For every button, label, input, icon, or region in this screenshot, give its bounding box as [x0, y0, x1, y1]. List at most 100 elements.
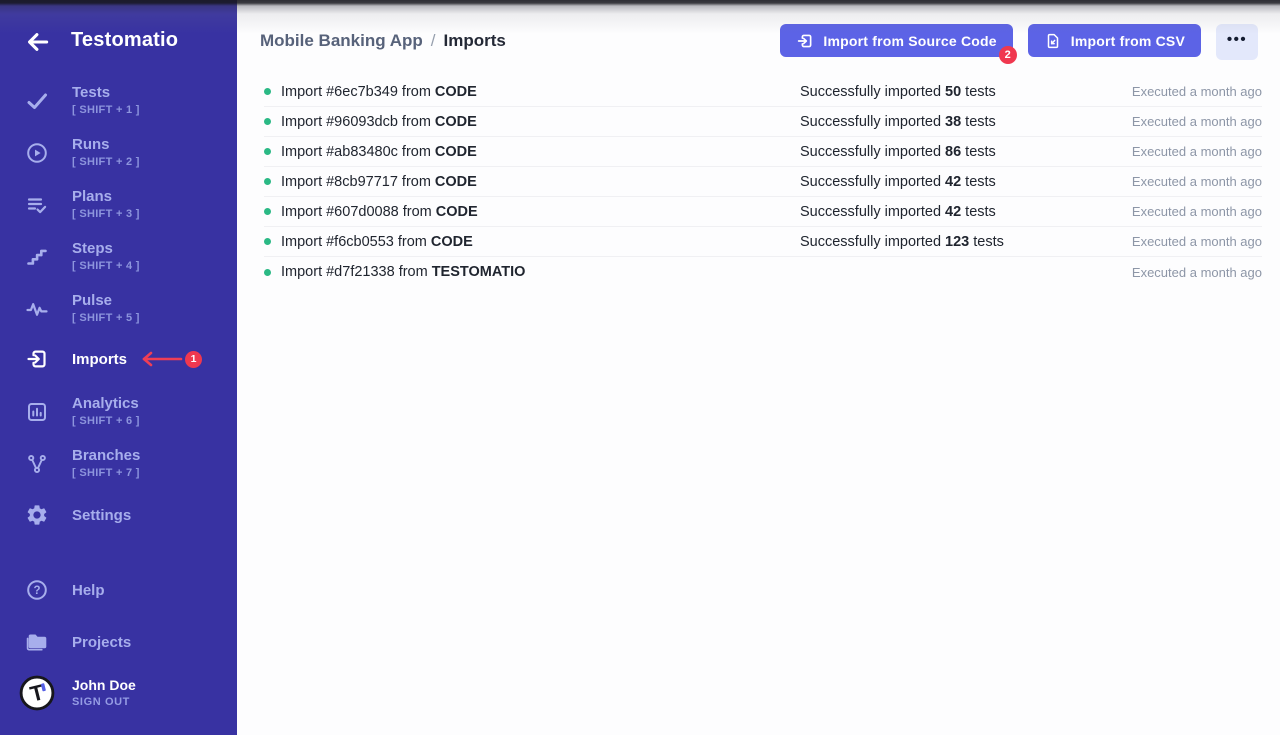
executed-time: Executed a month ago — [1131, 114, 1262, 129]
import-from-csv-button[interactable]: Import from CSV — [1027, 24, 1201, 57]
breadcrumb-project-link[interactable]: Mobile Banking App — [260, 31, 423, 50]
sidebar-item-projects[interactable]: Projects — [0, 629, 237, 655]
sidebar-item-tests[interactable]: Tests [ SHIFT + 1 ] — [0, 81, 237, 121]
sidebar-item-runs[interactable]: Runs [ SHIFT + 2 ] — [0, 133, 237, 173]
import-box-icon — [796, 32, 814, 50]
back-arrow-icon[interactable] — [25, 29, 51, 55]
import-count: 50 — [945, 83, 962, 100]
import-source: CODE — [434, 173, 477, 190]
sidebar-item-analytics[interactable]: Analytics [ SHIFT + 6 ] — [0, 392, 237, 432]
import-title: Import #8cb97717 from — [281, 173, 431, 190]
status-dot — [264, 148, 271, 155]
sidebar-item-label: Settings — [72, 506, 132, 524]
import-row[interactable]: Import #8cb97717 from CODE Successfully i… — [264, 167, 1262, 197]
user-block[interactable]: T John Doe SIGN OUT — [0, 671, 237, 715]
avatar: T — [19, 675, 55, 711]
sidebar-item-pulse[interactable]: Pulse [ SHIFT + 5 ] — [0, 289, 237, 329]
import-status: Successfully imported — [800, 173, 942, 190]
file-import-icon — [1044, 32, 1062, 50]
imports-list: Import #6ec7b349 from CODE Successfully i… — [264, 77, 1262, 287]
sidebar-item-label: Steps — [72, 240, 113, 257]
sidebar-item-label: Imports — [72, 350, 128, 368]
sidebar-item-branches[interactable]: Branches [ SHIFT + 7 ] — [0, 444, 237, 484]
more-options-button[interactable]: ••• — [1216, 24, 1258, 60]
main-content: Mobile Banking App / Imports Import from… — [237, 0, 1280, 735]
executed-time: Executed a month ago — [1131, 174, 1262, 189]
import-count: 38 — [945, 113, 962, 130]
import-unit: tests — [965, 113, 996, 130]
import-status: Successfully imported — [800, 233, 942, 250]
import-row[interactable]: Import #96093dcb from CODE Successfully i… — [264, 107, 1262, 137]
import-source: CODE — [430, 233, 473, 250]
help-icon: ? — [25, 578, 49, 602]
import-unit: tests — [965, 83, 996, 100]
sidebar-item-label: Tests — [72, 84, 111, 101]
sidebar-item-shortcut: [ SHIFT + 1 ] — [72, 104, 140, 116]
import-row[interactable]: Import #ab83480c from CODE Successfully i… — [264, 137, 1262, 167]
check-icon — [25, 89, 49, 113]
import-source: CODE — [435, 203, 478, 220]
import-source: TESTOMATIO — [431, 264, 526, 280]
steps-icon — [25, 245, 49, 269]
sidebar-item-label: Plans — [72, 188, 113, 205]
user-name: John Doe — [72, 676, 136, 693]
brand-title[interactable]: Testomatio — [71, 29, 179, 51]
import-status: Successfully imported — [800, 83, 942, 100]
sidebar-item-label: Branches — [72, 447, 141, 464]
import-source: CODE — [434, 83, 477, 100]
import-row[interactable]: Import #6ec7b349 from CODE Successfully i… — [264, 77, 1262, 107]
import-status: Successfully imported — [800, 143, 942, 160]
svg-text:?: ? — [33, 585, 40, 597]
sign-out-link[interactable]: SIGN OUT — [72, 695, 130, 708]
import-unit: tests — [965, 203, 996, 220]
executed-time: Executed a month ago — [1131, 234, 1262, 249]
sidebar-item-help[interactable]: ? Help — [0, 577, 237, 603]
import-title: Import #607d0088 from — [281, 203, 432, 220]
list-check-icon — [25, 193, 49, 217]
sidebar-item-imports[interactable]: Imports 1 — [0, 346, 237, 372]
sidebar-item-shortcut: [ SHIFT + 7 ] — [72, 467, 140, 479]
page-title: Imports — [443, 31, 506, 50]
sidebar-item-settings[interactable]: Settings — [0, 502, 237, 528]
sidebar-item-label: Analytics — [72, 395, 139, 412]
import-status: Successfully imported — [800, 113, 942, 130]
main-header: Mobile Banking App / Imports Import from… — [237, 0, 1280, 77]
breadcrumb: Mobile Banking App / Imports — [260, 31, 506, 51]
import-from-csv-label: Import from CSV — [1070, 32, 1185, 49]
status-dot — [264, 268, 271, 276]
import-from-source-code-button[interactable]: Import from Source Code 2 — [780, 24, 1017, 64]
sidebar-header: Testomatio — [0, 0, 237, 70]
import-row[interactable]: Import #d7f21338 from TESTOMATIO Executed… — [264, 257, 1262, 287]
source-code-count-badge: 2 — [998, 46, 1017, 64]
import-unit: tests — [965, 173, 996, 190]
sidebar-item-label: Help — [72, 581, 105, 599]
import-icon — [25, 347, 49, 371]
sidebar-item-plans[interactable]: Plans [ SHIFT + 3 ] — [0, 185, 237, 225]
executed-time: Executed a month ago — [1131, 144, 1262, 159]
import-title: Import #ab83480c from — [281, 143, 431, 160]
status-dot — [264, 238, 271, 245]
import-row[interactable]: Import #607d0088 from CODE Successfully i… — [264, 197, 1262, 227]
sidebar-item-label: Runs — [72, 136, 110, 153]
red-arrow-pointer — [137, 351, 183, 367]
imports-count-badge: 1 — [185, 350, 203, 368]
branch-icon — [25, 452, 49, 476]
play-circle-icon — [25, 141, 49, 165]
sidebar-item-shortcut: [ SHIFT + 5 ] — [72, 312, 140, 324]
bar-chart-icon — [25, 400, 49, 424]
executed-time: Executed a month ago — [1131, 84, 1262, 99]
import-row[interactable]: Import #f6cb0553 from CODE Successfully i… — [264, 227, 1262, 257]
executed-time: Executed a month ago — [1131, 264, 1262, 280]
import-source: CODE — [434, 113, 477, 130]
status-dot — [264, 118, 271, 125]
sidebar: Testomatio Tests [ SHIFT + 1 ] Runs [ SH… — [0, 0, 237, 735]
pulse-icon — [25, 297, 49, 321]
import-status: Successfully imported — [800, 203, 942, 220]
sidebar-item-shortcut: [ SHIFT + 6 ] — [72, 415, 140, 427]
import-from-source-code-label: Import from Source Code — [823, 32, 997, 49]
sidebar-item-steps[interactable]: Steps [ SHIFT + 4 ] — [0, 237, 237, 277]
executed-time: Executed a month ago — [1131, 204, 1262, 219]
gear-icon — [25, 503, 49, 527]
import-count: 86 — [945, 143, 962, 160]
status-dot — [264, 88, 271, 95]
